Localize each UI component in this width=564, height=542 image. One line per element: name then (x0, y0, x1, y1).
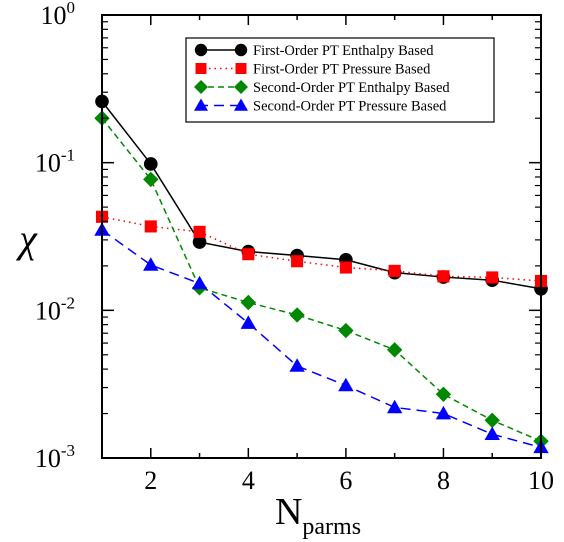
y-tick-exponent: 0 (67, 0, 76, 17)
y-tick-base: 10 (41, 1, 67, 30)
legend-label: First-Order PT Pressure Based (253, 62, 431, 78)
y-tick-base: 10 (35, 149, 61, 178)
y-tick-base: 10 (35, 296, 61, 325)
data-point (240, 315, 257, 329)
data-point (386, 399, 403, 414)
y-tick-label: 10-2 (35, 293, 75, 325)
y-tick-label: 10-3 (35, 441, 75, 473)
data-point (435, 386, 452, 403)
y-axis-title: χ (15, 216, 38, 261)
data-point (143, 157, 158, 171)
data-point (242, 248, 255, 261)
data-point (192, 235, 207, 249)
data-point (484, 412, 500, 429)
x-tick-label: 8 (437, 466, 450, 495)
legend-marker (194, 80, 208, 94)
x-axis-title-main: N (275, 491, 302, 533)
data-point (386, 342, 403, 358)
data-point (484, 426, 500, 440)
legend-marker (194, 43, 208, 57)
plot-series (94, 94, 549, 454)
plot-area (101, 14, 542, 459)
legend: First-Order PT Enthalpy Based First-Order… (185, 37, 495, 123)
legend-marker (235, 63, 247, 74)
data-point (339, 261, 352, 274)
x-tick-label: 4 (242, 466, 255, 495)
data-point (240, 294, 257, 311)
data-point (191, 275, 208, 290)
x-axis-title: Nparms (275, 491, 361, 540)
legend-item: Second-Order PT Enthalpy Based (194, 80, 450, 96)
data-point (193, 225, 206, 238)
y-tick-label: 100 (41, 0, 76, 30)
series-line (101, 117, 542, 442)
legend-label: Second-Order PT Enthalpy Based (253, 80, 450, 96)
data-point (338, 377, 354, 392)
legend-label: Second-Order PT Pressure Based (253, 99, 447, 115)
series-line (101, 100, 542, 290)
data-point (291, 255, 304, 268)
y-tick-label: 10-1 (35, 146, 75, 178)
data-point (388, 264, 401, 277)
data-point (143, 257, 159, 271)
data-point (144, 220, 157, 233)
x-axis-title-subscript: parms (302, 514, 361, 540)
series-1 (95, 94, 548, 296)
data-point (486, 271, 499, 284)
data-point (289, 307, 305, 323)
series-line (101, 229, 542, 449)
y-tick-exponent: -3 (61, 441, 75, 460)
data-point (437, 270, 450, 283)
series-2 (95, 210, 548, 288)
y-tick-exponent: -1 (61, 146, 75, 165)
legend-item: First-Order PT Pressure Based (195, 62, 431, 78)
x-tick-label: 2 (144, 466, 157, 495)
y-tick-base: 10 (35, 444, 61, 473)
legend-marker (194, 98, 208, 111)
data-point (143, 171, 159, 188)
series-line (101, 216, 542, 282)
data-point (435, 405, 452, 420)
y-tick-exponent: -2 (61, 293, 75, 312)
legend-marker (234, 80, 248, 94)
x-tick-label: 10 (528, 466, 554, 495)
data-point (289, 358, 305, 372)
data-point (338, 322, 354, 339)
legend-item: First-Order PT Enthalpy Based (194, 43, 434, 59)
legend-label: First-Order PT Enthalpy Based (253, 43, 434, 59)
legend-item: Second-Order PT Pressure Based (194, 98, 447, 115)
legend-marker (195, 63, 207, 74)
legend-marker (234, 98, 248, 111)
legend-marker (234, 43, 248, 57)
x-tick-label: 6 (339, 466, 352, 495)
